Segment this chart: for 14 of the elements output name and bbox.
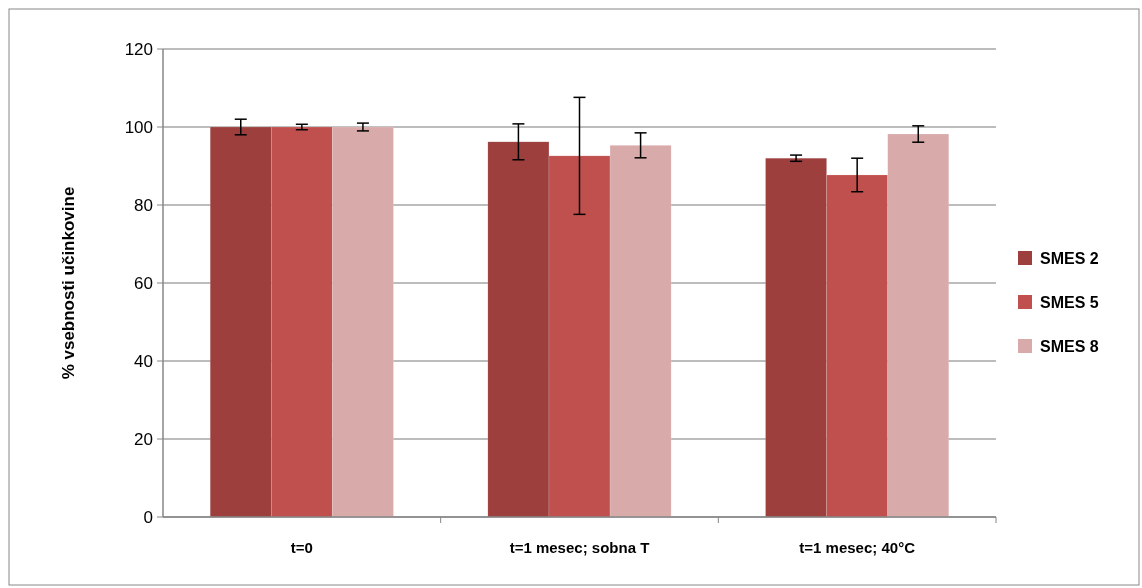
- x-tick-label: t=1 mesec; 40°C: [799, 539, 916, 556]
- y-tick-label: 80: [134, 195, 153, 215]
- legend-label: SMES 8: [1040, 337, 1099, 355]
- y-tick-label: 120: [124, 39, 153, 59]
- y-axis-title: % vsebnosti učinkovine: [59, 186, 78, 380]
- y-tick-label: 40: [134, 351, 153, 371]
- legend-label: SMES 5: [1040, 293, 1099, 311]
- y-tick-label: 20: [134, 429, 153, 449]
- x-tick-label: t=0: [290, 539, 313, 556]
- x-tick-label: t=1 mesec; sobna T: [509, 539, 650, 556]
- legend-label: SMES 2: [1040, 249, 1099, 267]
- y-tick-label: 60: [134, 273, 153, 293]
- y-tick-label: 0: [143, 507, 153, 527]
- y-tick-label: 100: [124, 117, 153, 137]
